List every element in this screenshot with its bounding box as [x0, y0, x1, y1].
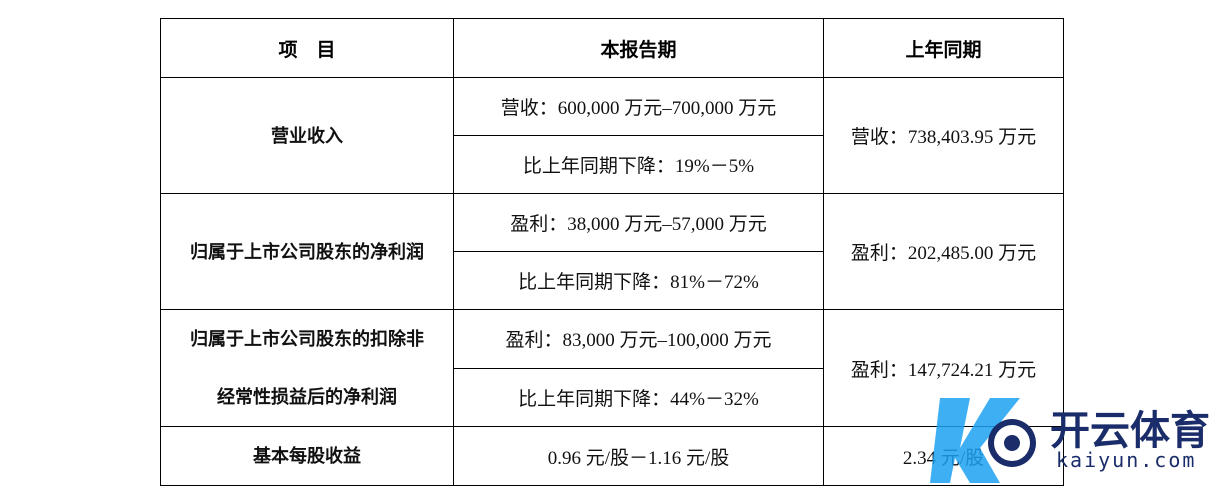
watermark: 开云体育 kaiyun.com — [930, 388, 1220, 488]
row-label-line: 营业收入 — [271, 125, 343, 146]
row-label: 归属于上市公司股东的净利润 — [160, 193, 454, 310]
table-row: 比上年同期下降：19%－5% — [161, 135, 1064, 194]
header-row: 项 目 本报告期 上年同期 — [160, 18, 1064, 78]
current-period-cell: 盈利：83,000 万元–100,000 万元 — [453, 309, 824, 369]
current-period-cell: 比上年同期下降：81%－72% — [453, 251, 824, 310]
prior-period-cell: 营收：738,403.95 万元 — [823, 77, 1064, 194]
prior-period-cell: 盈利：147,724.21 万元 — [823, 309, 1064, 427]
table-row: 比上年同期下降：44%－32% — [161, 367, 1064, 427]
watermark-brand: 开云体育 — [1050, 408, 1210, 454]
watermark-logo — [930, 398, 1036, 483]
header-cell: 项 目 — [160, 18, 454, 78]
current-period-cell: 比上年同期下降：19%－5% — [453, 135, 824, 194]
header-cell: 上年同期 — [823, 18, 1064, 78]
table-body: 营业收入 营收：600,000 万元–700,000 万元 营收：738,403.9… — [160, 77, 1064, 486]
table-row: 比上年同期下降：81%－72% — [161, 251, 1064, 310]
current-period-cell: 比上年同期下降：44%－32% — [453, 367, 824, 427]
table-row: 归属于上市公司股东的扣除非 经常性损益后的净利润 盈利：83,000 万元–100,… — [160, 309, 1064, 427]
header-cell: 本报告期 — [453, 18, 824, 78]
table-row: 营业收入 营收：600,000 万元–700,000 万元 营收：738,403.9… — [160, 77, 1064, 194]
current-period-cell: 0.96 元/股－1.16 元/股 — [453, 426, 824, 486]
table-row: 归属于上市公司股东的净利润 盈利：38,000 万元–57,000 万元 盈利：20… — [160, 193, 1064, 310]
current-period-cell: 盈利：38,000 万元–57,000 万元 — [453, 193, 824, 252]
row-label: 营业收入 — [160, 77, 454, 194]
row-label: 归属于上市公司股东的扣除非 经常性损益后的净利润 — [160, 309, 454, 427]
prior-period-cell: 盈利：202,485.00 万元 — [823, 193, 1064, 310]
row-label-line: 基本每股收益 — [253, 446, 361, 466]
forecast-table: 项 目 本报告期 上年同期 营业收入 营收：600,000 万元–700,000 … — [160, 18, 1064, 486]
row-label-line: 归属于上市公司股东的扣除非 — [190, 329, 424, 349]
current-period-cell: 营收：600,000 万元–700,000 万元 — [453, 77, 824, 136]
row-label-line: 归属于上市公司股东的净利润 — [190, 241, 424, 262]
watermark-site: kaiyun.com — [1056, 448, 1197, 472]
row-label: 基本每股收益 — [160, 426, 454, 486]
row-label-line: 经常性损益后的净利润 — [217, 387, 397, 407]
